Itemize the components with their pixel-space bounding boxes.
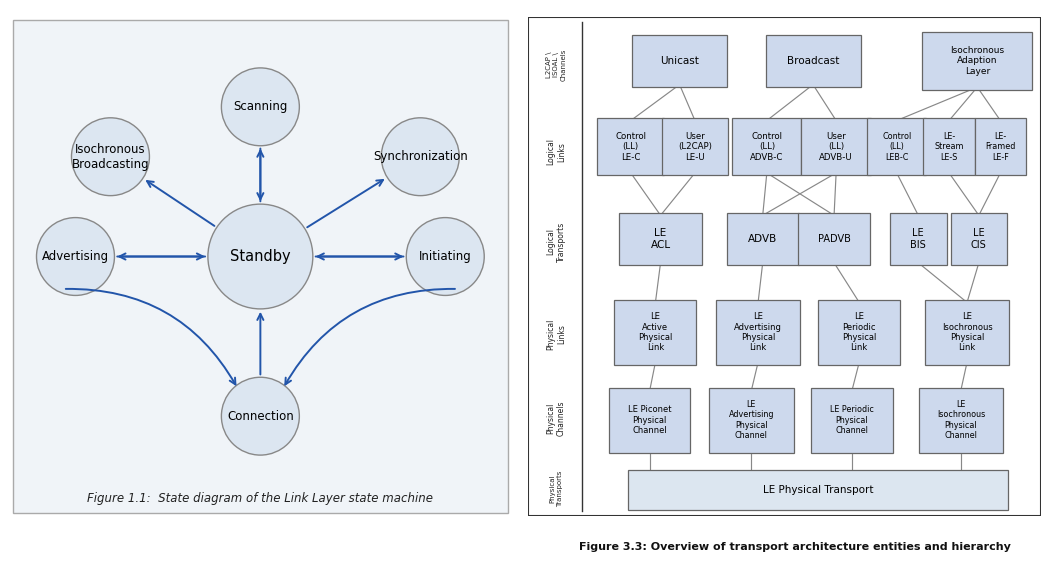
Text: ADVB: ADVB [748,234,777,244]
FancyBboxPatch shape [923,32,1032,90]
FancyBboxPatch shape [811,388,893,452]
Text: Isochronous
Adaption
Layer: Isochronous Adaption Layer [950,46,1005,76]
Text: Control
(LL)
LEB-C: Control (LL) LEB-C [882,132,911,162]
Text: LE
Periodic
Physical
Link: LE Periodic Physical Link [842,312,876,353]
Text: User
(L2CAP)
LE-U: User (L2CAP) LE-U [677,132,712,162]
Text: Control
(LL)
LE-C: Control (LL) LE-C [615,132,646,162]
Text: User
(LL)
ADVB-U: User (LL) ADVB-U [820,132,853,162]
Text: LE Piconet
Physical
Channel: LE Piconet Physical Channel [628,405,671,435]
Text: LE
Advertising
Physical
Channel: LE Advertising Physical Channel [729,400,774,440]
FancyBboxPatch shape [975,118,1026,175]
Text: Logical
Links: Logical Links [547,138,566,165]
FancyBboxPatch shape [13,19,508,514]
FancyBboxPatch shape [925,300,1010,365]
Text: LE Physical Transport: LE Physical Transport [763,485,873,495]
FancyBboxPatch shape [766,35,861,87]
FancyBboxPatch shape [918,388,1004,452]
Text: Figure 1.1:  State diagram of the Link Layer state machine: Figure 1.1: State diagram of the Link La… [87,492,433,505]
FancyBboxPatch shape [632,35,727,87]
Text: Physical
Links: Physical Links [547,318,566,349]
FancyBboxPatch shape [715,300,801,365]
Text: LE
BIS: LE BIS [910,229,926,250]
Text: LE
ACL: LE ACL [650,229,670,250]
Circle shape [72,118,149,196]
FancyBboxPatch shape [818,300,901,365]
Text: Unicast: Unicast [660,56,699,66]
FancyBboxPatch shape [609,388,690,452]
FancyBboxPatch shape [528,17,1041,516]
FancyBboxPatch shape [951,213,1007,265]
FancyBboxPatch shape [732,118,802,175]
Circle shape [37,218,115,295]
Circle shape [208,204,312,309]
FancyBboxPatch shape [620,213,702,265]
FancyBboxPatch shape [727,213,798,265]
Text: LE-
Framed
LE-F: LE- Framed LE-F [986,132,1015,162]
Text: Physical
Transports: Physical Transports [550,471,563,507]
FancyBboxPatch shape [802,118,871,175]
Text: LE
Isochronous
Physical
Link: LE Isochronous Physical Link [942,312,992,353]
Text: LE
Active
Physical
Link: LE Active Physical Link [639,312,672,353]
Text: LE
Isochronous
Physical
Channel: LE Isochronous Physical Channel [936,400,985,440]
Text: LE
Advertising
Physical
Link: LE Advertising Physical Link [734,312,782,353]
Text: Isochronous
Broadcasting: Isochronous Broadcasting [72,143,149,171]
FancyBboxPatch shape [614,300,696,365]
FancyBboxPatch shape [709,388,794,452]
Circle shape [221,377,300,455]
Text: Physical
Channels: Physical Channels [547,401,566,437]
Circle shape [221,68,300,146]
Circle shape [406,218,484,295]
FancyBboxPatch shape [662,118,728,175]
Circle shape [381,118,460,196]
Text: LE
CIS: LE CIS [971,229,987,250]
Text: LE-
Stream
LE-S: LE- Stream LE-S [934,132,964,162]
FancyBboxPatch shape [628,470,1008,510]
Text: L2CAP \
ISOAL \
Channels: L2CAP \ ISOAL \ Channels [546,48,566,81]
Text: Scanning: Scanning [234,100,287,113]
Text: Standby: Standby [230,249,290,264]
Text: Initiating: Initiating [419,250,471,263]
Text: Control
(LL)
ADVB-C: Control (LL) ADVB-C [750,132,784,162]
Text: Broadcast: Broadcast [787,56,839,66]
Text: LE Periodic
Physical
Channel: LE Periodic Physical Channel [830,405,874,435]
FancyBboxPatch shape [798,213,870,265]
FancyBboxPatch shape [890,213,947,265]
FancyBboxPatch shape [924,118,975,175]
Text: Figure 3.3: Overview of transport architecture entities and hierarchy: Figure 3.3: Overview of transport archit… [580,542,1011,552]
FancyBboxPatch shape [867,118,926,175]
FancyBboxPatch shape [598,118,664,175]
Text: Connection: Connection [227,410,294,422]
Text: Synchronization: Synchronization [372,150,468,163]
Text: Advertising: Advertising [42,250,109,263]
Text: Logical
Transports: Logical Transports [547,222,566,261]
Text: PADVB: PADVB [817,234,850,244]
